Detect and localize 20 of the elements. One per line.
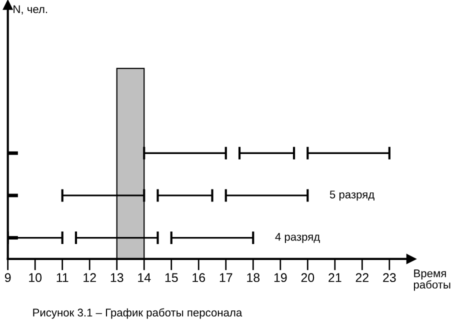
- x-tick-label: 10: [29, 273, 42, 282]
- x-tick-label: 18: [247, 273, 260, 282]
- x-tick-label: 12: [84, 273, 96, 282]
- text: Рисунок 3.1 – График работы персонала: [33, 308, 242, 319]
- x-tick-label: 15: [165, 273, 178, 282]
- y-axis-title: N, чел.: [14, 5, 48, 14]
- x-tick-label: 16: [192, 273, 206, 282]
- x-tick-label: 17: [220, 273, 232, 282]
- x-axis-title: Время работы: [414, 270, 450, 291]
- y-tick-label: 5 разряд: [330, 190, 374, 201]
- x-tick-label: 14: [138, 273, 151, 282]
- x-tick-label: 11: [56, 273, 68, 282]
- y-tick-label: 4 разряд: [275, 233, 320, 243]
- x-tick-label: 19: [274, 273, 287, 282]
- x-tick-label: 13: [110, 273, 124, 282]
- x-tick-label: 21: [328, 273, 342, 282]
- x-tick-label: 20: [301, 273, 314, 282]
- x-tick-label: 9: [4, 273, 11, 282]
- x-tick-label: 22: [356, 273, 368, 282]
- x-tick-label: 23: [383, 273, 396, 282]
